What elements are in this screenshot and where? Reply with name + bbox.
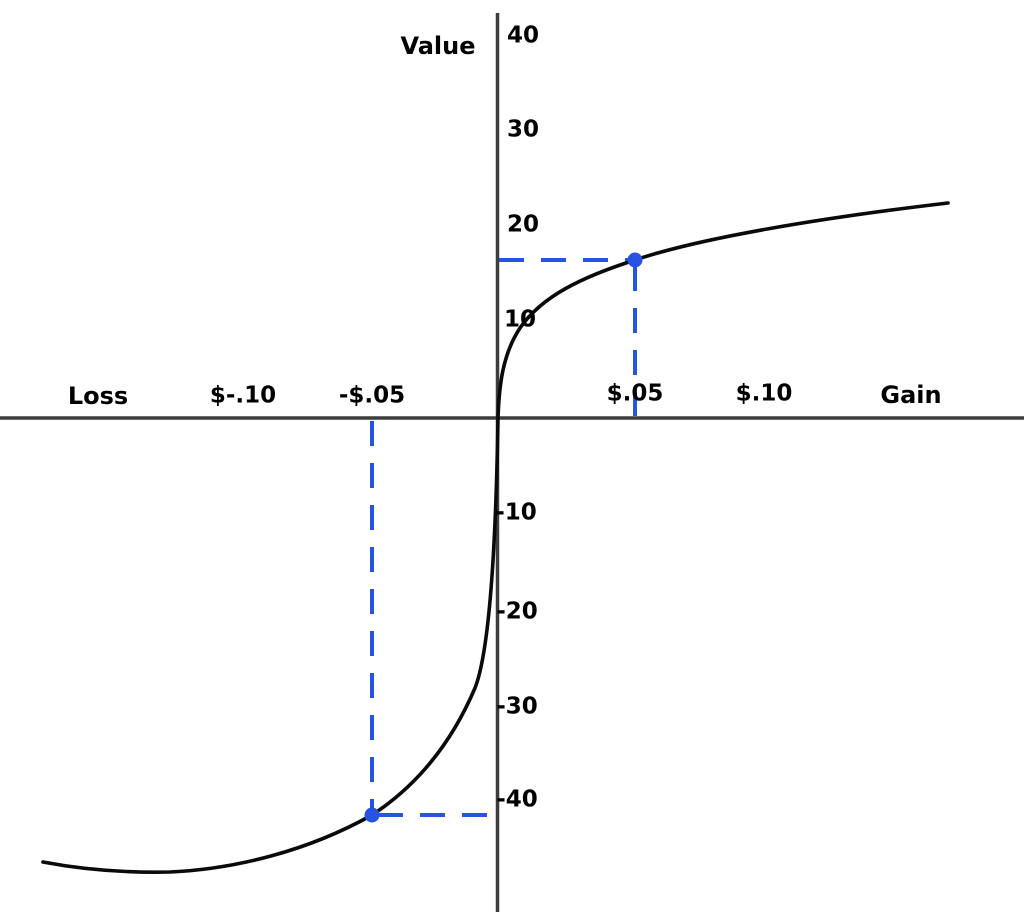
y-tick-neg-40: -40: [496, 786, 538, 813]
y-axis-title: Value: [400, 32, 476, 60]
y-tick-neg-30: -30: [496, 693, 538, 720]
x-tick-neg-10-cents: $-.10: [209, 382, 277, 409]
x-axis-loss-label: Loss: [67, 382, 129, 410]
y-tick-neg-10: -10: [495, 499, 537, 526]
value-function-curve: [41, 201, 950, 874]
x-tick-neg-05-cents: -$.05: [338, 382, 406, 409]
x-axis-gain-label: Gain: [880, 381, 942, 409]
y-tick-10: 10: [503, 306, 537, 333]
loss-point-marker: [364, 807, 380, 823]
x-tick-pos-05-cents: $.05: [606, 380, 664, 407]
gain-point-marker: [627, 252, 643, 268]
y-tick-40: 40: [506, 22, 540, 49]
y-tick-neg-20: -20: [496, 598, 538, 625]
y-tick-20: 20: [506, 211, 540, 238]
y-tick-30: 30: [506, 116, 540, 143]
x-tick-pos-10-cents: $.10: [735, 380, 793, 407]
